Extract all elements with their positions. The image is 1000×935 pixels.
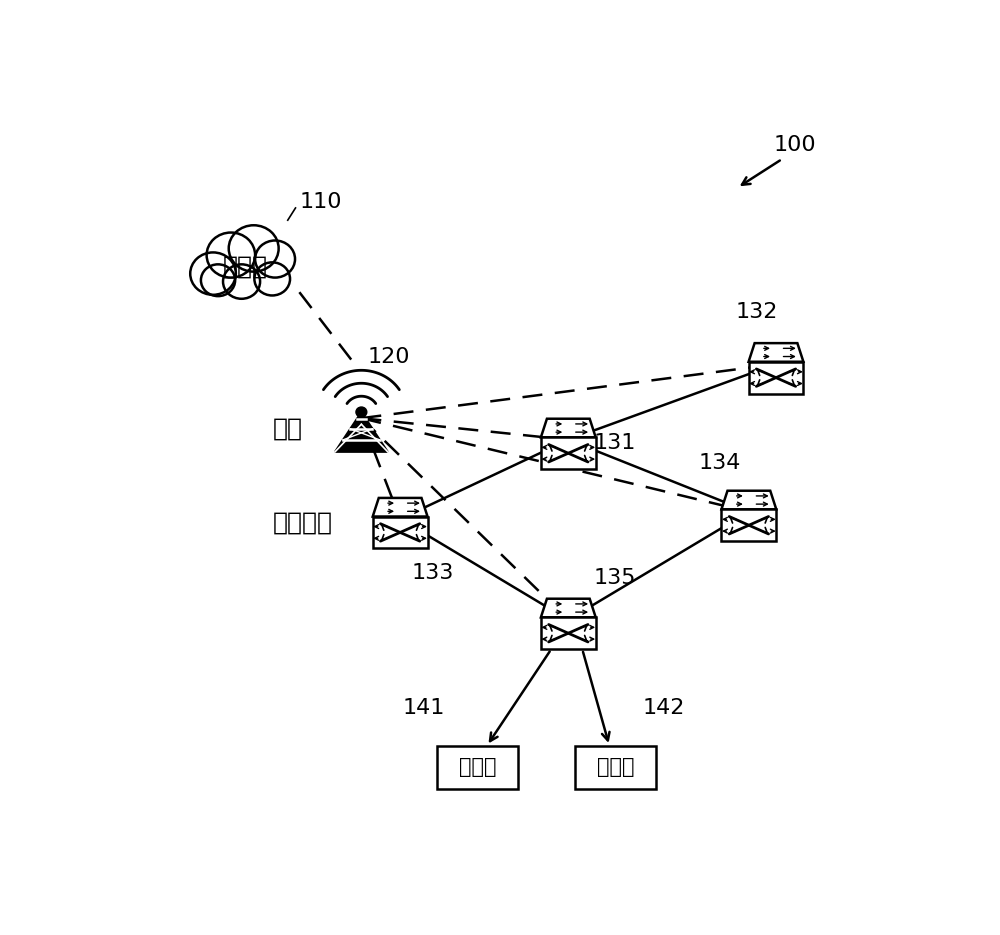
Circle shape <box>229 225 279 272</box>
Bar <box>541 438 596 469</box>
Bar <box>575 746 656 789</box>
Bar <box>749 362 803 394</box>
Polygon shape <box>541 598 596 617</box>
Text: 134: 134 <box>698 453 741 473</box>
Circle shape <box>356 407 367 417</box>
Text: 执行器: 执行器 <box>459 757 496 777</box>
Text: 142: 142 <box>642 698 685 718</box>
Circle shape <box>255 240 295 278</box>
Text: 133: 133 <box>411 563 454 583</box>
Circle shape <box>254 263 290 295</box>
Text: 边缘网关: 边缘网关 <box>273 511 333 535</box>
Text: 135: 135 <box>594 568 636 588</box>
Text: 云平台: 云平台 <box>223 255 268 279</box>
Polygon shape <box>749 343 803 362</box>
Polygon shape <box>335 412 388 452</box>
Bar <box>721 510 776 541</box>
Bar <box>437 746 518 789</box>
Polygon shape <box>373 498 428 516</box>
Polygon shape <box>721 491 776 510</box>
Circle shape <box>201 265 235 296</box>
Circle shape <box>190 252 236 295</box>
Text: 131: 131 <box>594 434 636 453</box>
Text: 执行器: 执行器 <box>597 757 634 777</box>
Polygon shape <box>541 419 596 438</box>
Text: 141: 141 <box>402 698 445 718</box>
Text: 110: 110 <box>299 193 342 212</box>
Text: 100: 100 <box>774 135 817 154</box>
Bar <box>373 516 428 548</box>
Circle shape <box>207 233 255 278</box>
Text: 基站: 基站 <box>273 417 303 441</box>
Text: 120: 120 <box>367 347 410 367</box>
Bar <box>541 617 596 649</box>
Circle shape <box>223 265 260 299</box>
Text: 132: 132 <box>735 302 778 323</box>
